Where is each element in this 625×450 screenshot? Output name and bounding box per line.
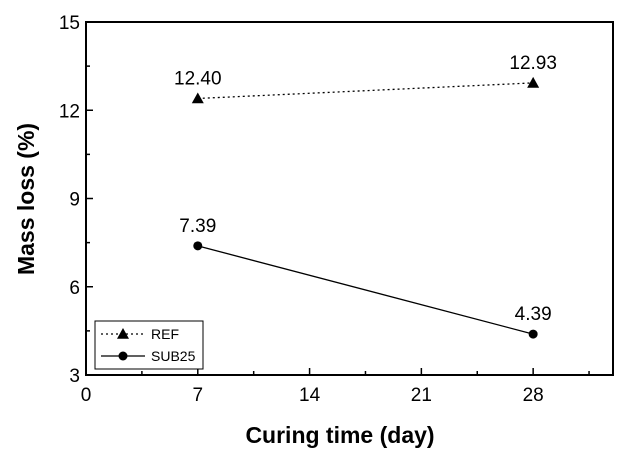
axes: 0 7 14 21 28 3 6 9 12 15 <box>59 13 614 406</box>
series-line-ref <box>197 82 534 100</box>
y-axis-title: Mass loss (%) <box>13 123 39 275</box>
y-tick-label: 15 <box>59 13 80 34</box>
data-point-sub25 <box>528 329 538 339</box>
data-point-ref <box>191 92 204 104</box>
x-axis-title: Curing time (day) <box>245 422 434 448</box>
data-point-sub25 <box>193 241 203 251</box>
legend-label-sub25: SUB25 <box>151 348 196 364</box>
series-layer <box>191 76 540 339</box>
series-line-sub25 <box>197 245 534 335</box>
data-label-sub25: 4.39 <box>515 304 552 325</box>
x-tick-label: 28 <box>523 385 544 406</box>
y-tick-label: 12 <box>59 101 80 122</box>
data-label-ref: 12.93 <box>509 53 557 74</box>
legend-marker-sub25 <box>118 351 128 361</box>
x-tick-label: 21 <box>411 385 432 406</box>
data-labels: 12.40 12.93 7.39 4.39 <box>174 53 557 325</box>
data-label-sub25: 7.39 <box>179 216 216 237</box>
x-tick-label: 14 <box>299 385 321 406</box>
legend-marker-ref <box>117 328 129 339</box>
y-tick-label: 3 <box>69 366 80 387</box>
x-tick-label: 0 <box>81 385 92 406</box>
y-tick-label: 6 <box>69 278 80 299</box>
x-tick-label: 7 <box>192 385 203 406</box>
y-tick-label: 9 <box>69 190 80 211</box>
legend: REF SUB25 <box>94 320 204 370</box>
legend-label-ref: REF <box>151 326 179 342</box>
legend-box <box>94 320 204 370</box>
data-label-ref: 12.40 <box>174 68 222 89</box>
data-point-ref <box>527 76 540 88</box>
